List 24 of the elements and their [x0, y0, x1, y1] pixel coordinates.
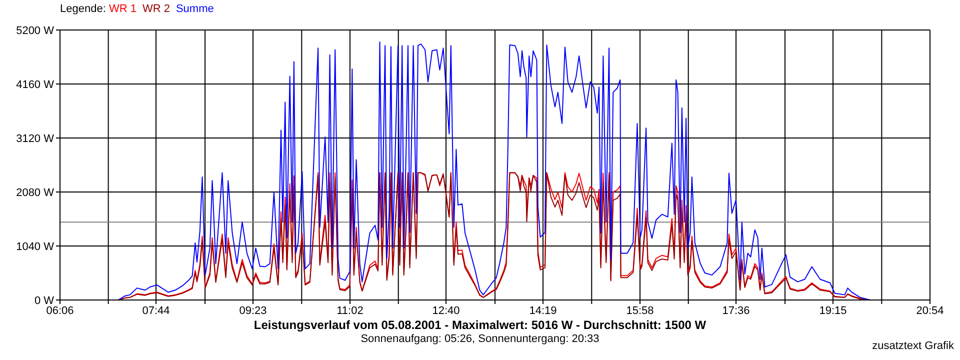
x-tick-label: 07:44 — [142, 304, 170, 317]
y-tick-label: 5200 W — [16, 24, 55, 37]
text: zusatztext Grafik — [872, 340, 954, 352]
y-tick-label: 2080 W — [16, 186, 55, 199]
text: WR 1 — [108, 3, 136, 15]
y-tick-label: 4160 W — [16, 78, 55, 91]
y-tick-label: 0 W — [34, 294, 55, 307]
x-tick-label: 06:06 — [46, 304, 74, 317]
x-tick-label: 09:23 — [239, 304, 267, 317]
legend-title: Legende: — [60, 3, 107, 15]
x-tick-label: 17:36 — [722, 304, 750, 317]
x-tick-label: 11:02 — [336, 304, 364, 317]
text: Summe — [176, 3, 214, 15]
text: Sonnenaufgang: 05:26, Sonnenuntergang: 20:33 — [360, 333, 600, 345]
y-tick-label: 3120 W — [16, 132, 55, 145]
x-tick-label: 14:19 — [529, 304, 557, 317]
text: WR 2 — [142, 3, 170, 15]
x-tick-label: 19:15 — [819, 304, 847, 317]
x-tick-label: 15:58 — [626, 304, 654, 317]
text: Leistungsverlauf vom 05.08.2001 - Maximalwert: 5016 W - Durchschnitt: 1500 W — [252, 318, 708, 332]
x-tick-label: 20:54 — [916, 304, 944, 317]
x-tick-label: 12:40 — [432, 304, 460, 317]
y-tick-label: 1040 W — [16, 240, 55, 253]
line-series — [118, 41, 871, 300]
